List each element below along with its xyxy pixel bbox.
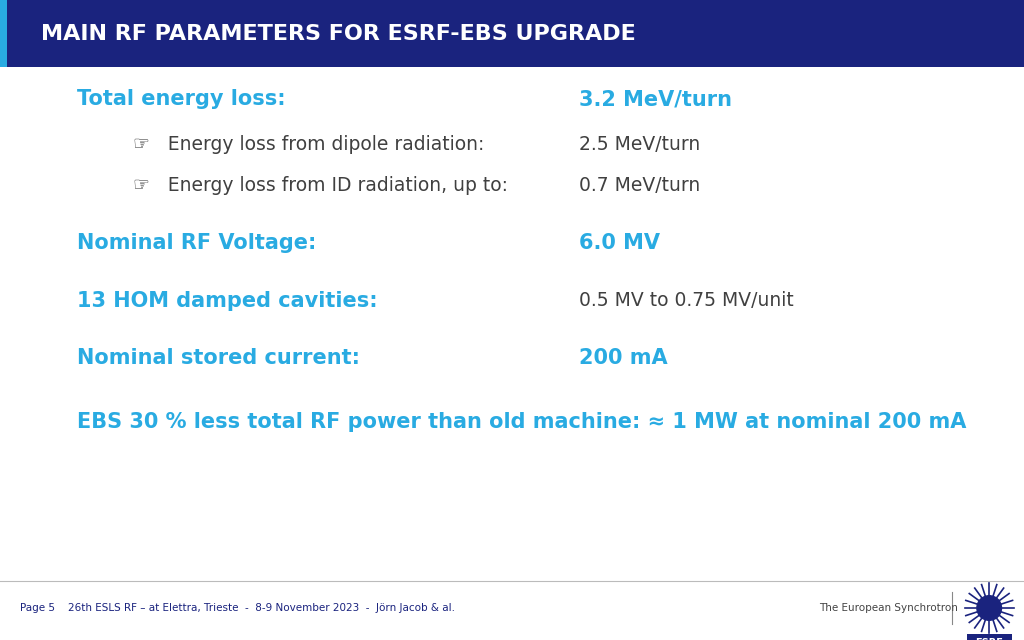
Text: ☞   Energy loss from ID radiation, up to:: ☞ Energy loss from ID radiation, up to: (133, 176, 508, 195)
Ellipse shape (977, 596, 1001, 620)
Text: Nominal stored current:: Nominal stored current: (77, 348, 359, 369)
Text: Page 5    26th ESLS RF – at Elettra, Trieste  -  8-9 November 2023  -  Jörn Jaco: Page 5 26th ESLS RF – at Elettra, Triest… (20, 603, 456, 613)
Text: 3.2 MeV/turn: 3.2 MeV/turn (579, 89, 731, 109)
Text: 0.5 MV to 0.75 MV/unit: 0.5 MV to 0.75 MV/unit (579, 291, 794, 310)
Text: 6.0 MV: 6.0 MV (579, 233, 659, 253)
Text: Total energy loss:: Total energy loss: (77, 89, 286, 109)
Text: The European Synchrotron: The European Synchrotron (819, 603, 958, 613)
Text: ☞   Energy loss from dipole radiation:: ☞ Energy loss from dipole radiation: (133, 134, 484, 154)
Text: Nominal RF Voltage:: Nominal RF Voltage: (77, 233, 316, 253)
Text: 13 HOM damped cavities:: 13 HOM damped cavities: (77, 291, 378, 311)
Text: MAIN RF PARAMETERS FOR ESRF-EBS UPGRADE: MAIN RF PARAMETERS FOR ESRF-EBS UPGRADE (41, 24, 636, 44)
FancyBboxPatch shape (0, 0, 7, 67)
Text: 200 mA: 200 mA (579, 348, 668, 369)
Text: ESRF: ESRF (975, 639, 1004, 640)
FancyBboxPatch shape (0, 0, 1024, 67)
Text: 0.7 MeV/turn: 0.7 MeV/turn (579, 176, 699, 195)
FancyBboxPatch shape (967, 634, 1012, 640)
Text: 2.5 MeV/turn: 2.5 MeV/turn (579, 134, 699, 154)
Text: EBS 30 % less total RF power than old machine: ≈ 1 MW at nominal 200 mA: EBS 30 % less total RF power than old ma… (77, 412, 967, 433)
